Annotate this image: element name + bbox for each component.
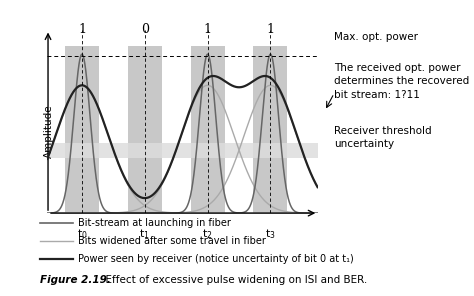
Bar bbox=[191, 46, 225, 213]
Text: Power seen by receiver (notice uncertainty of bit 0 at t₁): Power seen by receiver (notice uncertain… bbox=[78, 254, 354, 264]
Text: 1: 1 bbox=[266, 23, 274, 36]
Bar bbox=[254, 46, 287, 213]
Text: t$_0$: t$_0$ bbox=[76, 227, 87, 241]
Bar bbox=[128, 46, 162, 213]
Text: t$_2$: t$_2$ bbox=[202, 227, 213, 241]
Text: Amplitude: Amplitude bbox=[44, 104, 55, 158]
Text: Receiver threshold
uncertainty: Receiver threshold uncertainty bbox=[334, 126, 432, 149]
Text: The received opt. power
determines the recovered
bit stream: 1?11: The received opt. power determines the r… bbox=[334, 63, 469, 99]
Text: 0: 0 bbox=[141, 23, 149, 36]
Text: t$_3$: t$_3$ bbox=[265, 227, 276, 241]
Text: t$_1$: t$_1$ bbox=[139, 227, 150, 241]
Text: Max. opt. power: Max. opt. power bbox=[334, 32, 418, 42]
Text: Effect of excessive pulse widening on ISI and BER.: Effect of excessive pulse widening on IS… bbox=[99, 275, 367, 285]
Text: 1: 1 bbox=[204, 23, 211, 36]
Text: Bit-stream at launching in fiber: Bit-stream at launching in fiber bbox=[78, 218, 231, 229]
Bar bbox=[47, 144, 318, 158]
Text: Figure 2.19.: Figure 2.19. bbox=[40, 275, 111, 285]
Bar bbox=[65, 46, 99, 213]
Text: Bits widened after some travel in fiber: Bits widened after some travel in fiber bbox=[78, 236, 266, 246]
Text: 1: 1 bbox=[78, 23, 86, 36]
